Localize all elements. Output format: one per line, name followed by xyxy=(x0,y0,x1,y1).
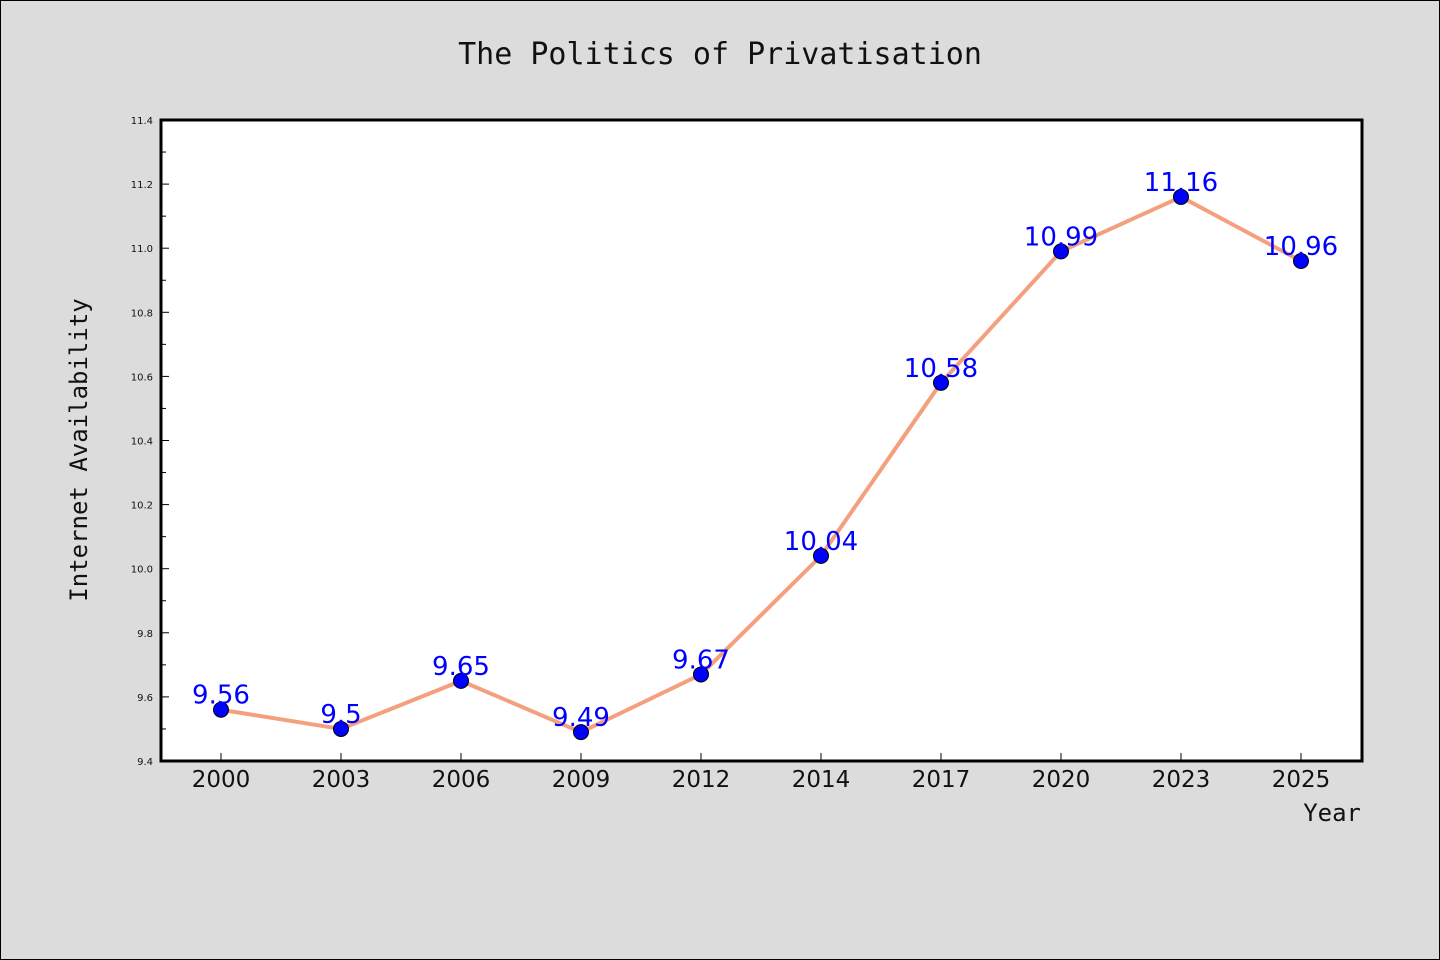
x-tick-label: 2025 xyxy=(1272,767,1331,793)
data-label: 9.65 xyxy=(432,652,490,682)
chart-title: The Politics of Privatisation xyxy=(458,37,982,72)
data-label: 9.56 xyxy=(192,681,250,711)
data-point xyxy=(693,666,709,683)
data-label: 9.67 xyxy=(672,645,730,675)
y-tick-label: 10.6 xyxy=(131,372,153,383)
x-tick-label: 2012 xyxy=(672,767,731,793)
data-label: 10.96 xyxy=(1264,232,1338,262)
series-group: 9.56 9.5 9.65 9.49 9.67 10.04 10.58 10.99 11.16 1… xyxy=(192,168,1338,741)
y-axis: 9.4 9.6 9.8 10.0 10.2 10.4 10.6 10.8 11.0 11.2 11.… xyxy=(131,116,169,768)
data-label: 10.58 xyxy=(904,354,978,384)
y-tick-label: 11.0 xyxy=(131,244,153,255)
data-point xyxy=(813,547,829,564)
x-tick-label: 2023 xyxy=(1152,767,1211,793)
data-point xyxy=(213,701,229,718)
x-tick-label: 2009 xyxy=(552,767,611,793)
data-label: 11.16 xyxy=(1144,168,1218,198)
y-tick-label: 10.8 xyxy=(131,308,153,319)
x-axis-label: Year xyxy=(1303,799,1361,827)
y-tick-label: 10.4 xyxy=(131,437,153,448)
x-tick-label: 2000 xyxy=(192,767,251,793)
data-label: 9.49 xyxy=(552,703,610,733)
y-axis-label: Internet Availability xyxy=(65,298,93,601)
x-tick-label: 2020 xyxy=(1032,767,1091,793)
data-label: 10.99 xyxy=(1024,222,1098,252)
y-tick-label: 10.0 xyxy=(131,565,153,576)
data-point xyxy=(1293,253,1309,270)
x-tick-label: 2017 xyxy=(912,767,971,793)
y-tick-label: 9.6 xyxy=(137,693,153,704)
y-tick-label: 9.4 xyxy=(137,757,153,768)
series-line xyxy=(220,194,1302,735)
y-tick-label: 9.8 xyxy=(137,629,153,640)
plot-area xyxy=(159,118,1364,763)
data-label: 9.5 xyxy=(320,700,361,730)
x-tick-label: 2003 xyxy=(312,767,371,793)
data-point xyxy=(453,672,469,689)
data-point xyxy=(933,374,949,391)
x-axis: 2000 2003 2006 2009 2012 2014 2017 2020 2023 2025 xyxy=(192,753,1331,793)
data-point xyxy=(333,720,349,737)
y-tick-label: 10.2 xyxy=(131,501,153,512)
y-tick-label: 11.4 xyxy=(131,116,153,127)
data-point xyxy=(573,724,589,741)
x-tick-label: 2014 xyxy=(792,767,851,793)
data-label: 10.04 xyxy=(784,527,858,557)
y-tick-label: 11.2 xyxy=(131,180,153,191)
data-point xyxy=(1053,243,1069,260)
x-tick-label: 2006 xyxy=(432,767,491,793)
data-point xyxy=(1173,188,1189,205)
